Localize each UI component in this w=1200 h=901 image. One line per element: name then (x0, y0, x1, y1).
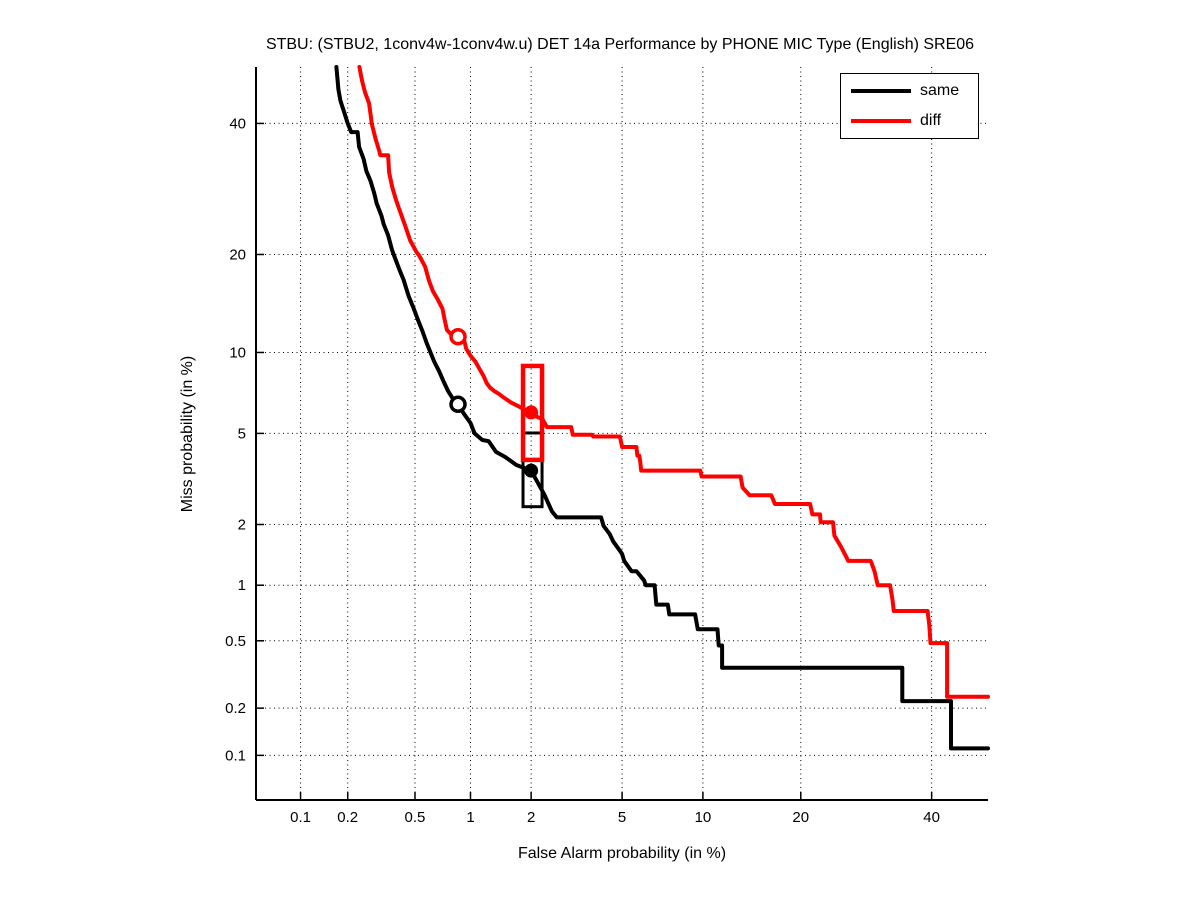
x-tick-label: 40 (923, 809, 940, 826)
y-tick-label: 5 (238, 425, 246, 442)
y-tick-label: 40 (229, 115, 246, 132)
y-tick-label: 10 (229, 344, 246, 361)
open-circle-marker-diff (449, 327, 467, 346)
open-circle-marker-same (449, 395, 467, 414)
legend-entry-diff: diff (841, 107, 978, 135)
confidence-box-same (521, 431, 544, 509)
x-tick-label: 0.5 (405, 809, 426, 826)
det-curve-same (334, 65, 990, 751)
x-tick-label: 20 (792, 809, 809, 826)
x-tick-label: 5 (618, 809, 626, 826)
filled-dot-marker-same (524, 463, 539, 478)
x-axis-label: False Alarm probability (in %) (517, 845, 727, 862)
x-tick-label: 1 (466, 809, 474, 826)
legend-label-same: same (920, 81, 960, 99)
det-curve-diff (357, 65, 990, 699)
x-tick-label: 10 (695, 809, 712, 826)
y-tick-label: 2 (238, 516, 246, 533)
legend-label-diff: diff (920, 112, 942, 130)
y-tick-label: 0.5 (225, 633, 246, 650)
x-tick-label: 0.2 (337, 809, 358, 826)
filled-dot-marker-diff (524, 405, 539, 420)
chart-title: STBU: (STBU2, 1conv4w-1conv4w.u) DET 14a… (265, 36, 975, 53)
y-tick-label: 0.1 (225, 747, 246, 764)
y-tick-label: 0.2 (225, 700, 246, 717)
confidence-box-diff (520, 363, 545, 463)
x-tick-label: 2 (527, 809, 535, 826)
y-tick-label: 1 (238, 577, 246, 594)
legend-line-sample-diff (851, 119, 911, 124)
legend-line-sample-same (851, 88, 911, 93)
x-tick-label: 0.1 (290, 809, 311, 826)
legend: same diff (840, 73, 979, 139)
y-tick-label: 20 (229, 246, 246, 263)
legend-entry-same: same (841, 77, 978, 105)
